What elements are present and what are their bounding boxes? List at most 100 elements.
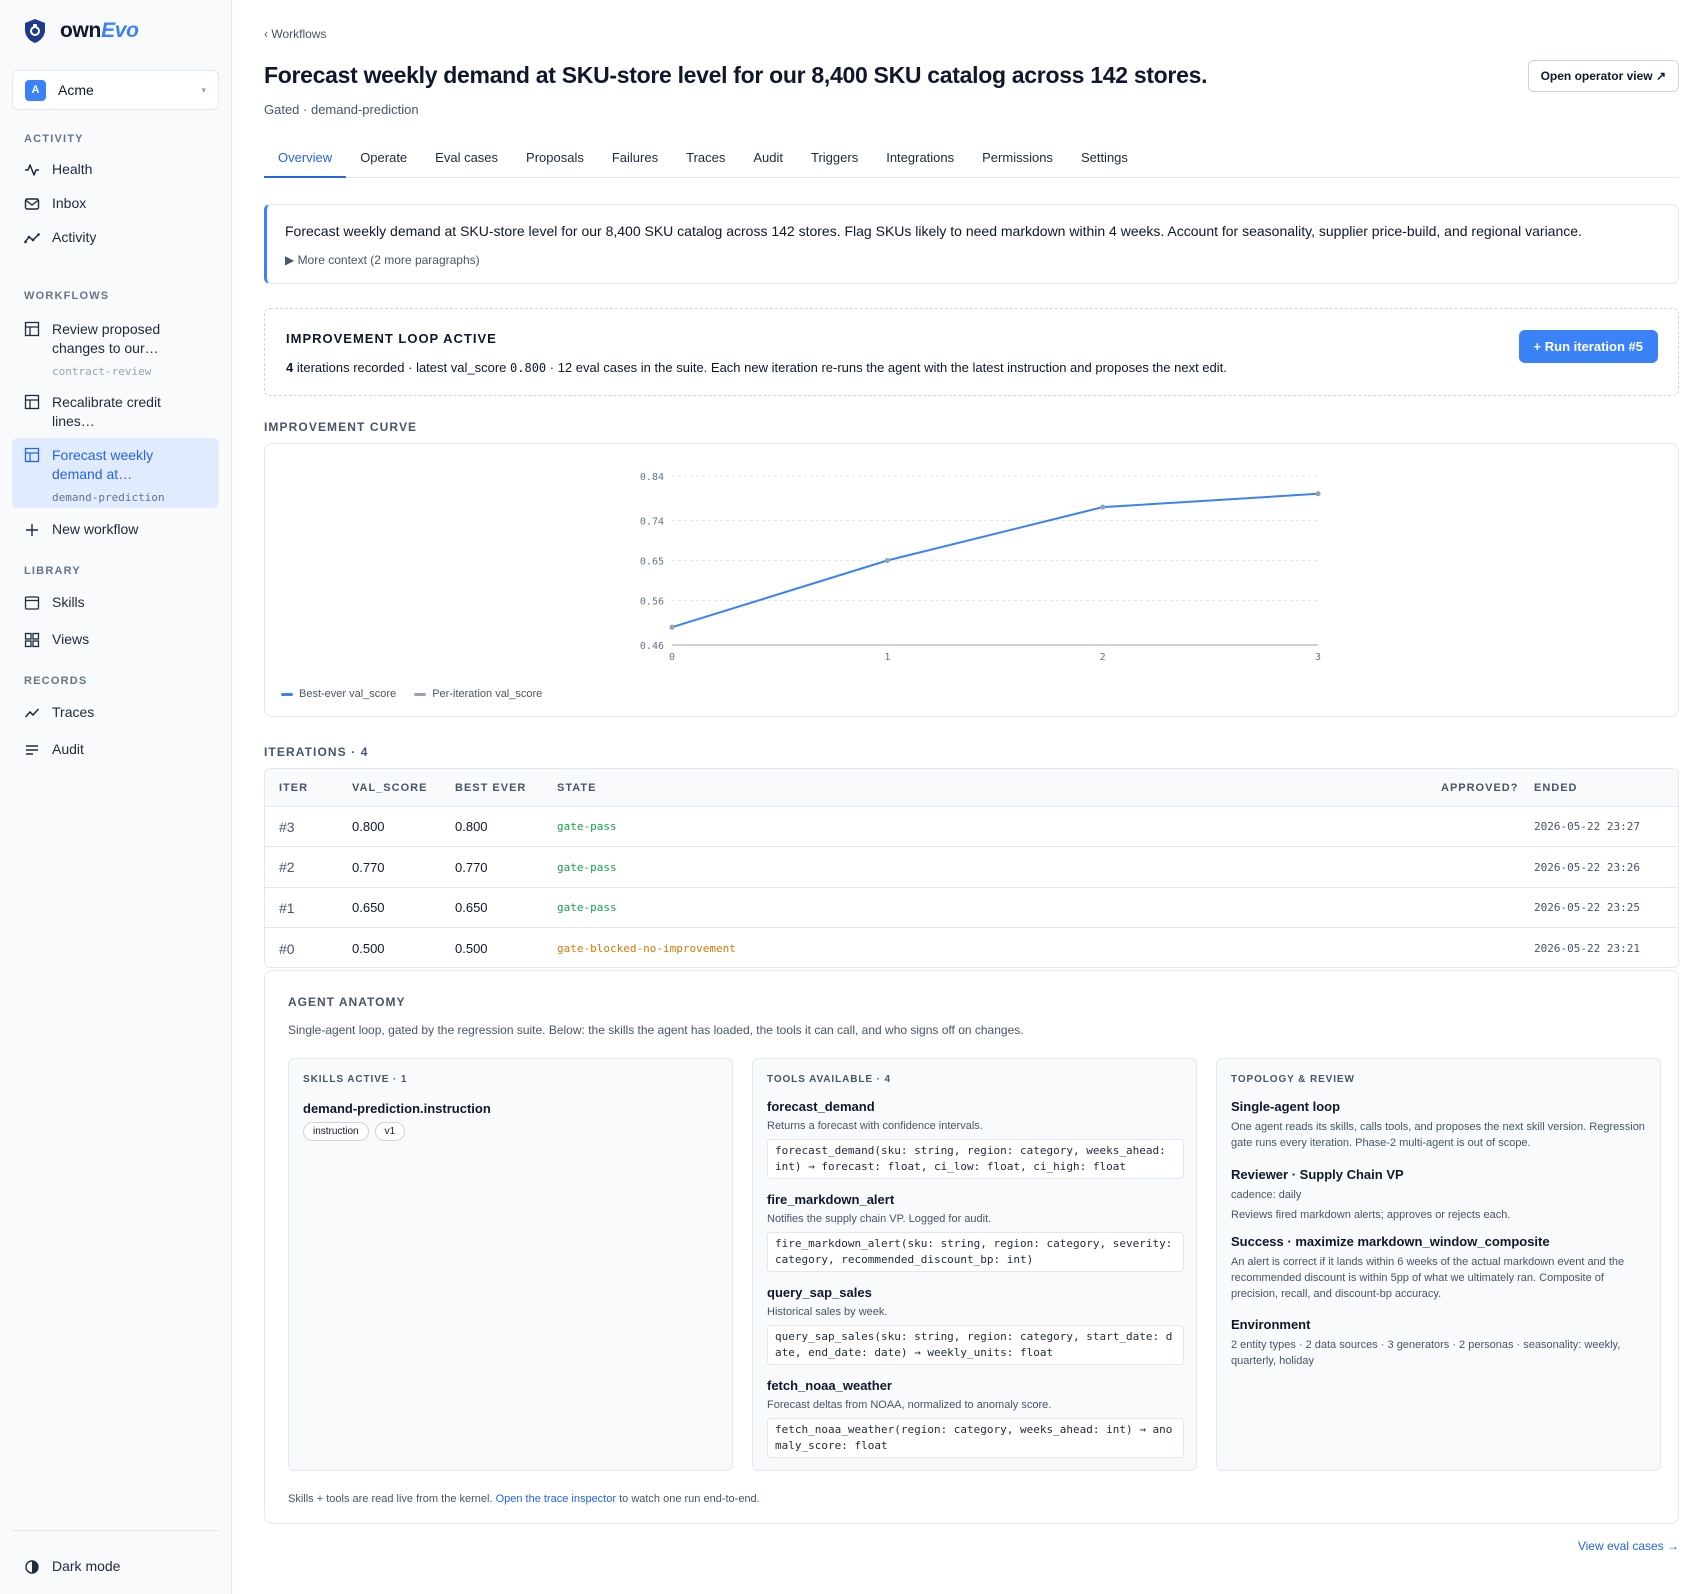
table-row[interactable]: #1 0.650 0.650 gate-pass 2026-05-22 23:25 <box>265 888 1678 928</box>
section-label-library: LIBRARY <box>24 565 81 577</box>
row-best-ever: 0.800 <box>455 819 488 834</box>
tool-name: fetch_noaa_weather <box>767 1378 892 1393</box>
row-state: gate-pass <box>557 860 617 874</box>
tool-item: query_sap_sales Historical sales by week… <box>767 1285 1184 1365</box>
sidebar-item-activity[interactable]: Activity <box>12 229 219 246</box>
iterations-label: ITERATIONS · 4 <box>264 745 369 759</box>
org-switcher[interactable]: A Acme ▾ <box>12 70 219 110</box>
sidebar-item-label: Forecast weekly demand at… <box>52 447 154 482</box>
improvement-curve-label: IMPROVEMENT CURVE <box>264 420 418 434</box>
chart-svg: 0.84 0.74 0.65 0.56 0.46 0 1 2 3 <box>640 472 1321 663</box>
org-avatar: A <box>25 79 46 101</box>
table-row[interactable]: #2 0.770 0.770 gate-pass 2026-05-22 23:26 <box>265 848 1678 888</box>
row-val-score: 0.650 <box>352 900 385 915</box>
sidebar-item-inbox[interactable]: Inbox <box>12 195 219 212</box>
open-operator-view-button[interactable]: Open operator view ↗ <box>1527 60 1679 92</box>
data-point[interactable] <box>884 558 890 563</box>
tab-triggers[interactable]: Triggers <box>811 150 859 165</box>
tool-description: Historical sales by week. <box>767 1306 888 1318</box>
topology-text: One agent reads its skills, calls tools,… <box>1231 1121 1645 1149</box>
brand-logo[interactable]: ownEvo <box>24 18 139 44</box>
iterations-table: ITER VAL_SCORE BEST EVER STATE APPROVED?… <box>264 768 1679 968</box>
tool-description: Forecast deltas from NOAA, normalized to… <box>767 1399 1052 1411</box>
row-val-score: 0.770 <box>352 859 385 875</box>
trace-inspector-link[interactable]: Open the trace inspector <box>495 1493 617 1505</box>
data-point[interactable] <box>669 624 675 630</box>
section-label-records: RECORDS <box>24 675 88 687</box>
tab-settings[interactable]: Settings <box>1080 150 1128 165</box>
tab-bar: Overview Operate Eval cases Proposals Fa… <box>264 142 1679 178</box>
sidebar-item-views[interactable]: Views <box>12 631 219 648</box>
latest-score: 0.800 <box>510 361 547 375</box>
tool-item: forecast_demand Returns a forecast with … <box>767 1099 1184 1179</box>
sidebar-item-label: Activity <box>52 229 97 245</box>
shield-logo-icon <box>25 19 45 43</box>
legend-best-ever[interactable]: Best-ever val_score <box>281 688 396 700</box>
tool-signature: query_sap_sales(sku: string, region: cat… <box>767 1325 1184 1365</box>
tool-signature: fire_markdown_alert(sku: string, region:… <box>767 1232 1184 1272</box>
tab-proposals[interactable]: Proposals <box>526 150 584 165</box>
workflow-slug: demand-prediction <box>52 491 165 504</box>
topology-item: Environment 2 entity types · 2 data sour… <box>1231 1317 1648 1369</box>
skill-name[interactable]: demand-prediction.instruction <box>303 1101 491 1116</box>
sidebar-item-demand-prediction[interactable]: Forecast weekly demand at… demand-predict… <box>12 438 219 508</box>
table-header: ITER VAL_SCORE BEST EVER STATE APPROVED?… <box>265 769 1678 807</box>
run-iteration-button[interactable]: + Run iteration #5 <box>1518 330 1658 363</box>
topology-name: Single-agent loop <box>1231 1099 1341 1114</box>
tools-label: TOOLS AVAILABLE · 4 <box>767 1074 891 1085</box>
tab-failures[interactable]: Failures <box>611 150 659 165</box>
legend-per-iteration[interactable]: Per-iteration val_score <box>414 688 542 700</box>
pulse-icon <box>24 162 40 178</box>
row-state: gate-blocked-no-improvement <box>557 942 736 955</box>
tab-audit[interactable]: Audit <box>753 150 783 165</box>
iteration-count: 4 <box>286 360 294 375</box>
y-tick-label: 0.74 <box>640 516 664 527</box>
sidebar-item-audit[interactable]: Audit <box>12 741 219 758</box>
sidebar-item-label: Recalibrate credit lines… <box>52 394 161 429</box>
chart-legend: Best-ever val_score Per-iteration val_sc… <box>281 688 542 700</box>
tab-permissions[interactable]: Permissions <box>982 150 1053 165</box>
tool-description: Returns a forecast with confidence inter… <box>767 1120 983 1132</box>
org-name: Acme <box>58 82 94 98</box>
agent-anatomy-card: AGENT ANATOMY Single-agent loop, gated b… <box>264 970 1679 1524</box>
row-ended: 2026-05-22 23:25 <box>1534 901 1640 914</box>
inbox-icon <box>24 196 40 212</box>
tab-overview[interactable]: Overview <box>264 142 347 178</box>
col-state: STATE <box>557 781 597 794</box>
data-point[interactable] <box>1100 504 1106 510</box>
x-tick-label: 0 <box>669 652 675 663</box>
col-approved: APPROVED? <box>1441 781 1519 794</box>
tab-integrations[interactable]: Integrations <box>886 150 955 165</box>
topology-panel: TOPOLOGY & REVIEW Single-agent loop One … <box>1216 1058 1661 1471</box>
tab-eval-cases[interactable]: Eval cases <box>435 150 499 165</box>
breadcrumb[interactable]: ‹ Workflows <box>264 27 327 41</box>
y-tick-label: 0.84 <box>640 472 664 483</box>
topology-text: An alert is correct if it lands within 6… <box>1231 1256 1625 1300</box>
anatomy-title: AGENT ANATOMY <box>288 995 406 1009</box>
sidebar-item-contract-review[interactable]: Review proposed changes to our… contract-… <box>12 320 219 381</box>
tab-operate[interactable]: Operate <box>360 150 408 165</box>
col-best-ever: BEST EVER <box>455 781 527 794</box>
skill-tag: instruction <box>303 1122 369 1141</box>
dark-mode-toggle[interactable]: Dark mode <box>12 1558 219 1575</box>
instruction-text: Forecast weekly demand at SKU-store leve… <box>285 223 1582 239</box>
page-subtitle: Gated · demand-prediction <box>264 102 419 117</box>
new-workflow-button[interactable]: New workflow <box>12 521 219 538</box>
tab-traces[interactable]: Traces <box>686 150 726 165</box>
view-eval-cases-link[interactable]: View eval cases → <box>1577 1539 1679 1553</box>
more-context-toggle[interactable]: ▶ More context (2 more paragraphs) <box>285 253 480 267</box>
sidebar-item-health[interactable]: Health <box>12 161 219 178</box>
row-best-ever: 0.650 <box>455 900 488 915</box>
row-state: gate-pass <box>557 901 617 914</box>
sidebar-item-traces[interactable]: Traces <box>12 704 219 721</box>
sidebar-divider <box>12 1530 219 1531</box>
tool-name: forecast_demand <box>767 1099 875 1114</box>
sidebar-item-skills[interactable]: Skills <box>12 594 219 611</box>
table-row[interactable]: #3 0.800 0.800 gate-pass 2026-05-22 23:27 <box>265 807 1678 847</box>
x-tick-label: 1 <box>884 652 890 663</box>
tool-name: fire_markdown_alert <box>767 1192 895 1207</box>
tool-item: fetch_noaa_weather Forecast deltas from … <box>767 1378 1184 1458</box>
table-row[interactable]: #0 0.500 0.500 gate-blocked-no-improvement 2… <box>265 929 1678 968</box>
data-point[interactable] <box>1315 491 1321 497</box>
skill-version-tag: v1 <box>374 1122 406 1141</box>
